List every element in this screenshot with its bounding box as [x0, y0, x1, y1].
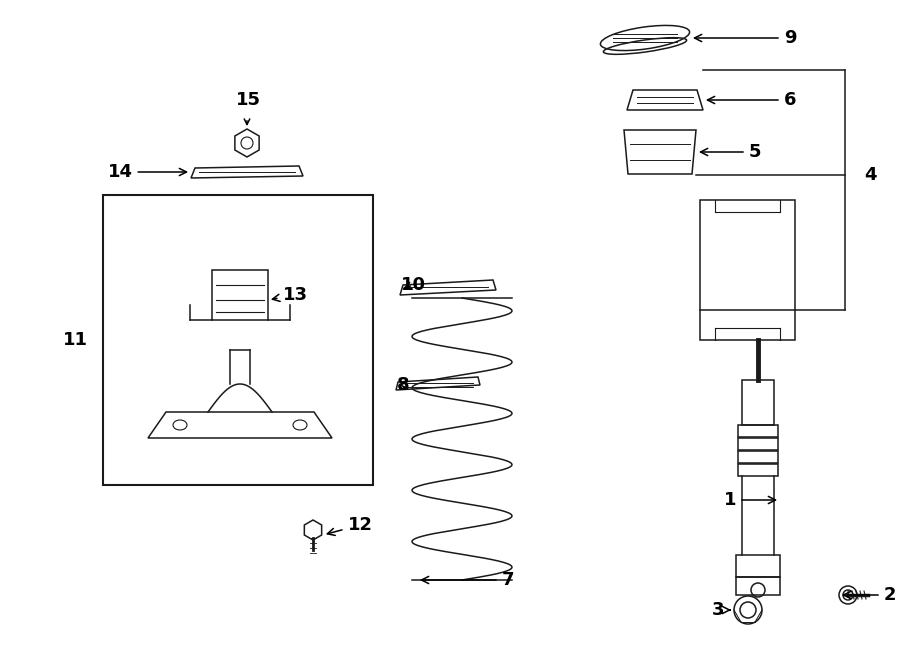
Text: 6: 6: [707, 91, 796, 109]
Text: 11: 11: [62, 331, 87, 349]
Bar: [738, 451, 778, 463]
Bar: [742, 380, 774, 425]
Bar: [738, 438, 778, 450]
Text: 5: 5: [700, 143, 761, 161]
Text: 12: 12: [328, 516, 373, 535]
Bar: [103, 195, 373, 485]
Bar: [212, 270, 268, 320]
Bar: [700, 200, 795, 340]
Bar: [738, 464, 778, 476]
Text: 7: 7: [421, 571, 514, 589]
Bar: [738, 425, 778, 437]
Bar: [736, 577, 780, 595]
Text: 14: 14: [107, 163, 186, 181]
Text: 2: 2: [843, 586, 896, 604]
Text: 9: 9: [695, 29, 796, 47]
Text: 3: 3: [712, 601, 730, 619]
Text: 15: 15: [236, 91, 260, 109]
Text: 8: 8: [397, 376, 410, 394]
Bar: [736, 555, 780, 577]
Text: 13: 13: [273, 286, 308, 304]
Text: 1: 1: [724, 491, 776, 509]
Text: 10: 10: [400, 276, 426, 294]
Text: 4: 4: [864, 166, 877, 184]
